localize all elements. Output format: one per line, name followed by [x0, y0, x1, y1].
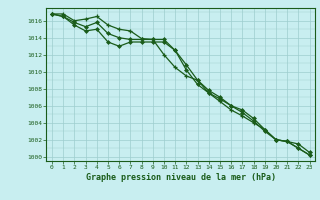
X-axis label: Graphe pression niveau de la mer (hPa): Graphe pression niveau de la mer (hPa)	[86, 173, 276, 182]
